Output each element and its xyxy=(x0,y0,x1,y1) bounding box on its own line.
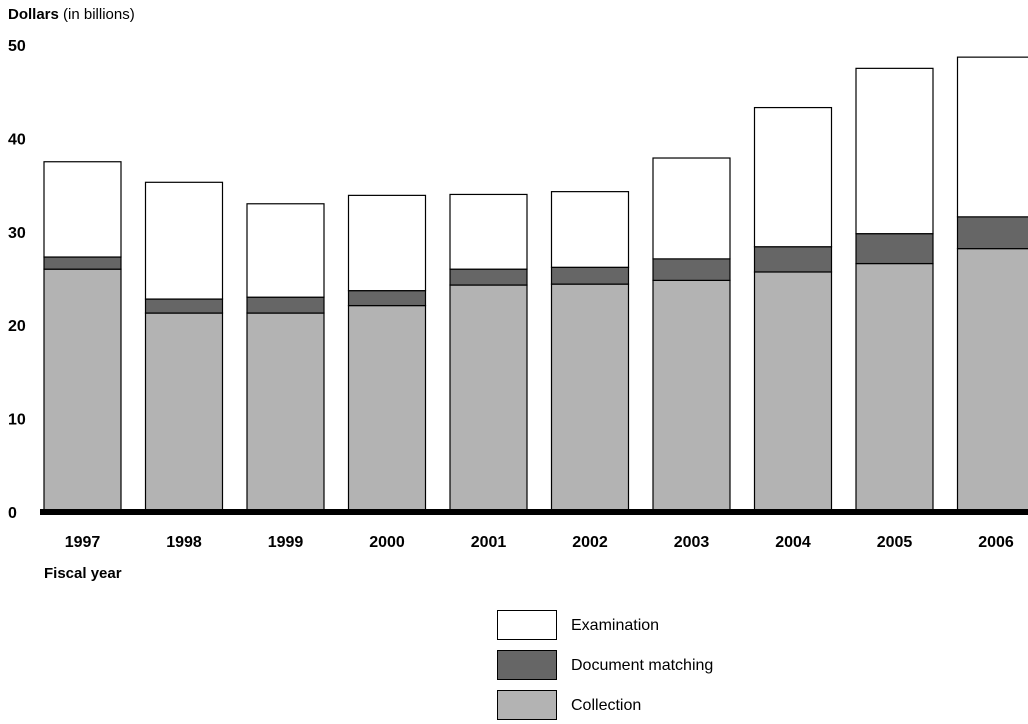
bar-examination-2006 xyxy=(958,57,1028,217)
y-tick-label: 40 xyxy=(8,131,26,148)
y-axis-title-bold: Dollars xyxy=(8,6,59,23)
bar-document-matching-2005 xyxy=(856,234,933,264)
bar-collection-2001 xyxy=(450,285,527,512)
x-tick-labels: 1997 1998 1999 2000 2001 2002 2003 2004 2005 2006 xyxy=(65,534,1014,551)
y-tick-label: 50 xyxy=(8,38,26,55)
legend-swatch-document-matching xyxy=(497,650,557,680)
legend-item-examination: Examination xyxy=(497,610,757,644)
bar-document-matching-2001 xyxy=(450,269,527,285)
bar-document-matching-2003 xyxy=(653,259,730,280)
x-tick-label: 2004 xyxy=(775,534,811,551)
bar-collection-2006 xyxy=(958,249,1028,512)
bar-examination-2001 xyxy=(450,194,527,269)
y-tick-label: 0 xyxy=(8,505,17,522)
bar-document-matching-1999 xyxy=(247,297,324,313)
legend-label-collection: Collection xyxy=(571,697,641,715)
bar-collection-2002 xyxy=(552,284,629,512)
y-tick-label: 10 xyxy=(8,412,26,429)
x-tick-label: 1998 xyxy=(166,534,202,551)
bar-examination-2003 xyxy=(653,158,730,259)
x-tick-label: 2005 xyxy=(877,534,913,551)
bar-collection-1999 xyxy=(247,313,324,512)
bar-collection-1998 xyxy=(146,313,223,512)
x-tick-label: 2002 xyxy=(572,534,608,551)
x-tick-label: 1999 xyxy=(268,534,304,551)
bar-examination-1999 xyxy=(247,204,324,297)
y-axis-title-unit: (in billions) xyxy=(59,6,135,23)
y-tick-label: 20 xyxy=(8,318,26,335)
bar-collection-2000 xyxy=(349,306,426,512)
bar-document-matching-2004 xyxy=(755,247,832,272)
bar-document-matching-2002 xyxy=(552,267,629,284)
bar-document-matching-1997 xyxy=(44,257,121,269)
y-axis-title: Dollars (in billions) xyxy=(8,6,135,23)
legend-swatch-collection xyxy=(497,690,557,720)
legend-label-document-matching: Document matching xyxy=(571,657,713,675)
bar-examination-1997 xyxy=(44,162,121,257)
bar-collection-2005 xyxy=(856,264,933,512)
y-tick-label: 30 xyxy=(8,225,26,242)
bar-examination-2002 xyxy=(552,192,629,268)
y-tick-labels: 0 10 20 30 40 50 xyxy=(8,38,26,522)
bars-group xyxy=(44,57,1028,512)
bar-examination-1998 xyxy=(146,182,223,299)
x-tick-label: 2001 xyxy=(471,534,507,551)
bar-collection-2003 xyxy=(653,280,730,512)
bar-document-matching-2006 xyxy=(958,217,1028,249)
x-axis-title: Fiscal year xyxy=(44,565,122,582)
legend-item-document-matching: Document matching xyxy=(497,650,757,684)
bar-examination-2005 xyxy=(856,68,933,233)
legend-swatch-examination xyxy=(497,610,557,640)
bar-examination-2004 xyxy=(755,108,832,247)
x-tick-label: 2006 xyxy=(978,534,1014,551)
bar-document-matching-1998 xyxy=(146,299,223,313)
bar-document-matching-2000 xyxy=(349,291,426,306)
bar-examination-2000 xyxy=(349,195,426,290)
x-tick-label: 2000 xyxy=(369,534,405,551)
x-tick-label: 1997 xyxy=(65,534,101,551)
x-tick-label: 2003 xyxy=(674,534,710,551)
bar-collection-1997 xyxy=(44,269,121,512)
legend-label-examination: Examination xyxy=(571,617,659,635)
bar-collection-2004 xyxy=(755,272,832,512)
